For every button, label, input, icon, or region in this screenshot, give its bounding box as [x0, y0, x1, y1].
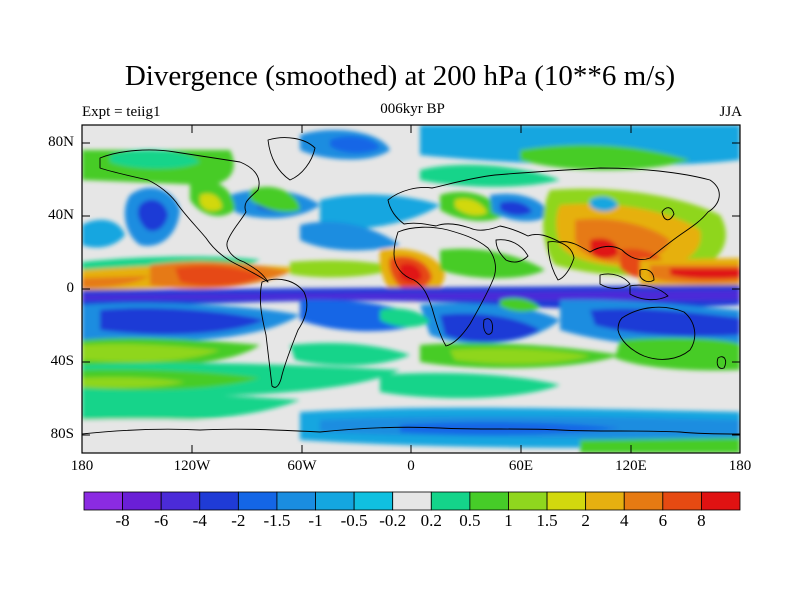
- colorbar-swatch: [83, 491, 123, 511]
- colorbar-swatch: [199, 491, 239, 511]
- colorbar-swatch: [392, 491, 432, 511]
- colorbar-swatch: [160, 491, 201, 511]
- colorbar-label: -0.5: [340, 511, 368, 530]
- lon-tick-label: 60W: [287, 458, 317, 474]
- lat-tick-label: 0: [66, 280, 75, 296]
- lat-tick-label: 40N: [48, 207, 74, 223]
- colorbar-label: 4: [619, 511, 629, 530]
- colorbar-swatch: [508, 491, 548, 511]
- lat-tick-label: 40S: [50, 353, 74, 369]
- plot-title: Divergence (smoothed) at 200 hPa (10**6 …: [124, 60, 676, 92]
- lon-tick-label: 180: [70, 458, 94, 474]
- colorbar-swatch: [315, 491, 355, 511]
- colorbar-label: 2: [581, 511, 590, 530]
- colorbar-swatch: [585, 491, 625, 511]
- season-label: JJA: [719, 104, 742, 120]
- colorbar-label: -2: [231, 511, 246, 530]
- lon-tick-label: 120W: [173, 458, 211, 474]
- lon-tick-label: 60E: [508, 458, 534, 474]
- lon-tick-label: 120E: [615, 458, 647, 474]
- coastlines: [82, 137, 740, 435]
- colorbar-swatch: [546, 491, 587, 511]
- colorbar-label: -1.5: [263, 511, 291, 530]
- colorbar-swatch: [237, 491, 278, 511]
- colorbar-swatch: [662, 491, 702, 511]
- colorbar-label: 6: [658, 511, 668, 530]
- lon-tick-label: 0: [407, 458, 415, 474]
- experiment-label: Expt = teiig1: [82, 104, 161, 120]
- colorbar-label: -1: [308, 511, 323, 530]
- colorbar-swatch: [469, 491, 509, 511]
- time-label: 006kyr BP: [380, 101, 445, 117]
- colorbar-label: -6: [154, 511, 169, 530]
- colorbar-swatch: [276, 491, 316, 511]
- lat-tick-label: 80N: [48, 134, 74, 150]
- colorbar-swatch: [701, 491, 741, 511]
- colorbar-label: 8: [697, 511, 706, 530]
- colorbar-swatch: [430, 491, 471, 511]
- lat-tick-label: 80S: [50, 426, 74, 442]
- colorbar-label: 1.5: [536, 511, 558, 530]
- colorbar-label: -8: [115, 511, 130, 530]
- lon-tick-label: 180: [728, 458, 752, 474]
- colorbar-label: -4: [192, 511, 207, 530]
- colorbar-label: -0.2: [379, 511, 407, 530]
- colorbar-swatch: [353, 491, 394, 511]
- axis-ticks: [81, 125, 741, 453]
- colorbar-label: 1: [504, 511, 513, 530]
- colorbar: [83, 491, 741, 511]
- colorbar-label: 0.5: [459, 511, 481, 530]
- divergence-field: [82, 125, 740, 453]
- colorbar-swatch: [623, 491, 664, 511]
- colorbar-swatch: [122, 491, 162, 511]
- colorbar-label: 0.2: [420, 511, 442, 530]
